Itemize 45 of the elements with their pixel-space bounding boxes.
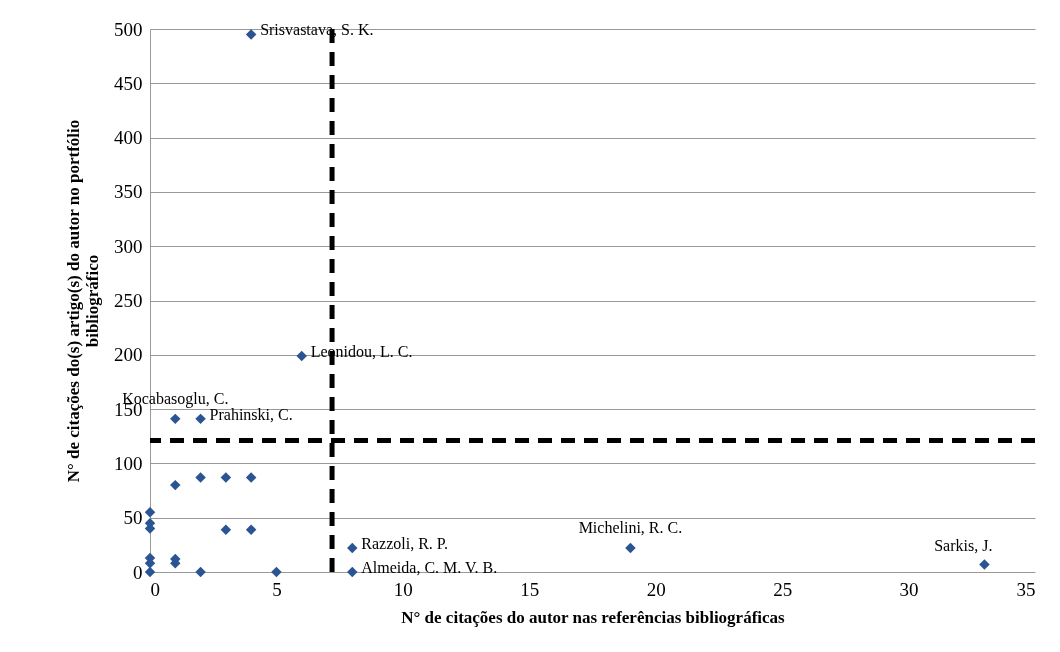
annotation: Leonidou, L. C. [310, 342, 413, 360]
y-axis-title: N° de citações do(s) artigo(s) do autor no portfólio bibliográfico [64, 119, 102, 483]
x-tick-label: 20 [646, 578, 666, 600]
point [296, 350, 307, 362]
annotation: Srisvastava, S. K. [260, 21, 374, 39]
y-tick-label: 50 [123, 507, 143, 529]
point [220, 524, 232, 535]
y-tick-label: 0 [133, 561, 143, 583]
y-tick-label: 450 [114, 72, 143, 94]
point [347, 566, 358, 578]
y-tick-label: 100 [114, 452, 143, 474]
x-axis-title: N° de citações do autor nas referências bibliográficas [401, 607, 786, 627]
y-tick-label: 300 [114, 235, 143, 257]
x-tick-label: 25 [773, 578, 793, 600]
point [245, 29, 257, 40]
x-tick-label: 35 [1016, 578, 1036, 600]
y-tick-label: 200 [114, 344, 143, 366]
annotation: Michelini, R. C. [578, 519, 683, 537]
point [195, 413, 206, 425]
x-tick-label: 30 [899, 578, 919, 600]
point [195, 566, 206, 578]
y-tick-label: 500 [114, 18, 143, 40]
x-tick-label: 10 [393, 578, 413, 600]
point [144, 507, 156, 518]
annotation: Sarkis, J. [934, 537, 993, 555]
point [271, 566, 282, 578]
x-tick-label: 5 [272, 578, 282, 600]
annotation: Almeida, C. M. V. B. [361, 559, 498, 576]
y-tick-label: 250 [114, 290, 143, 311]
point [144, 566, 156, 578]
point [625, 542, 636, 554]
annotation: Prahinski, C. [209, 405, 293, 423]
point [195, 472, 206, 483]
point [170, 479, 181, 491]
y-tick-label: 400 [114, 127, 143, 149]
point [170, 413, 181, 425]
point [220, 472, 232, 483]
point [979, 559, 990, 570]
point [245, 524, 257, 535]
y-tick-label: 350 [114, 181, 143, 203]
x-tick-label: 15 [520, 578, 540, 600]
point [245, 472, 257, 483]
x-tick-label: 0 [150, 578, 160, 600]
annotation: Razzoli, R. P. [361, 535, 448, 553]
point [347, 542, 358, 554]
